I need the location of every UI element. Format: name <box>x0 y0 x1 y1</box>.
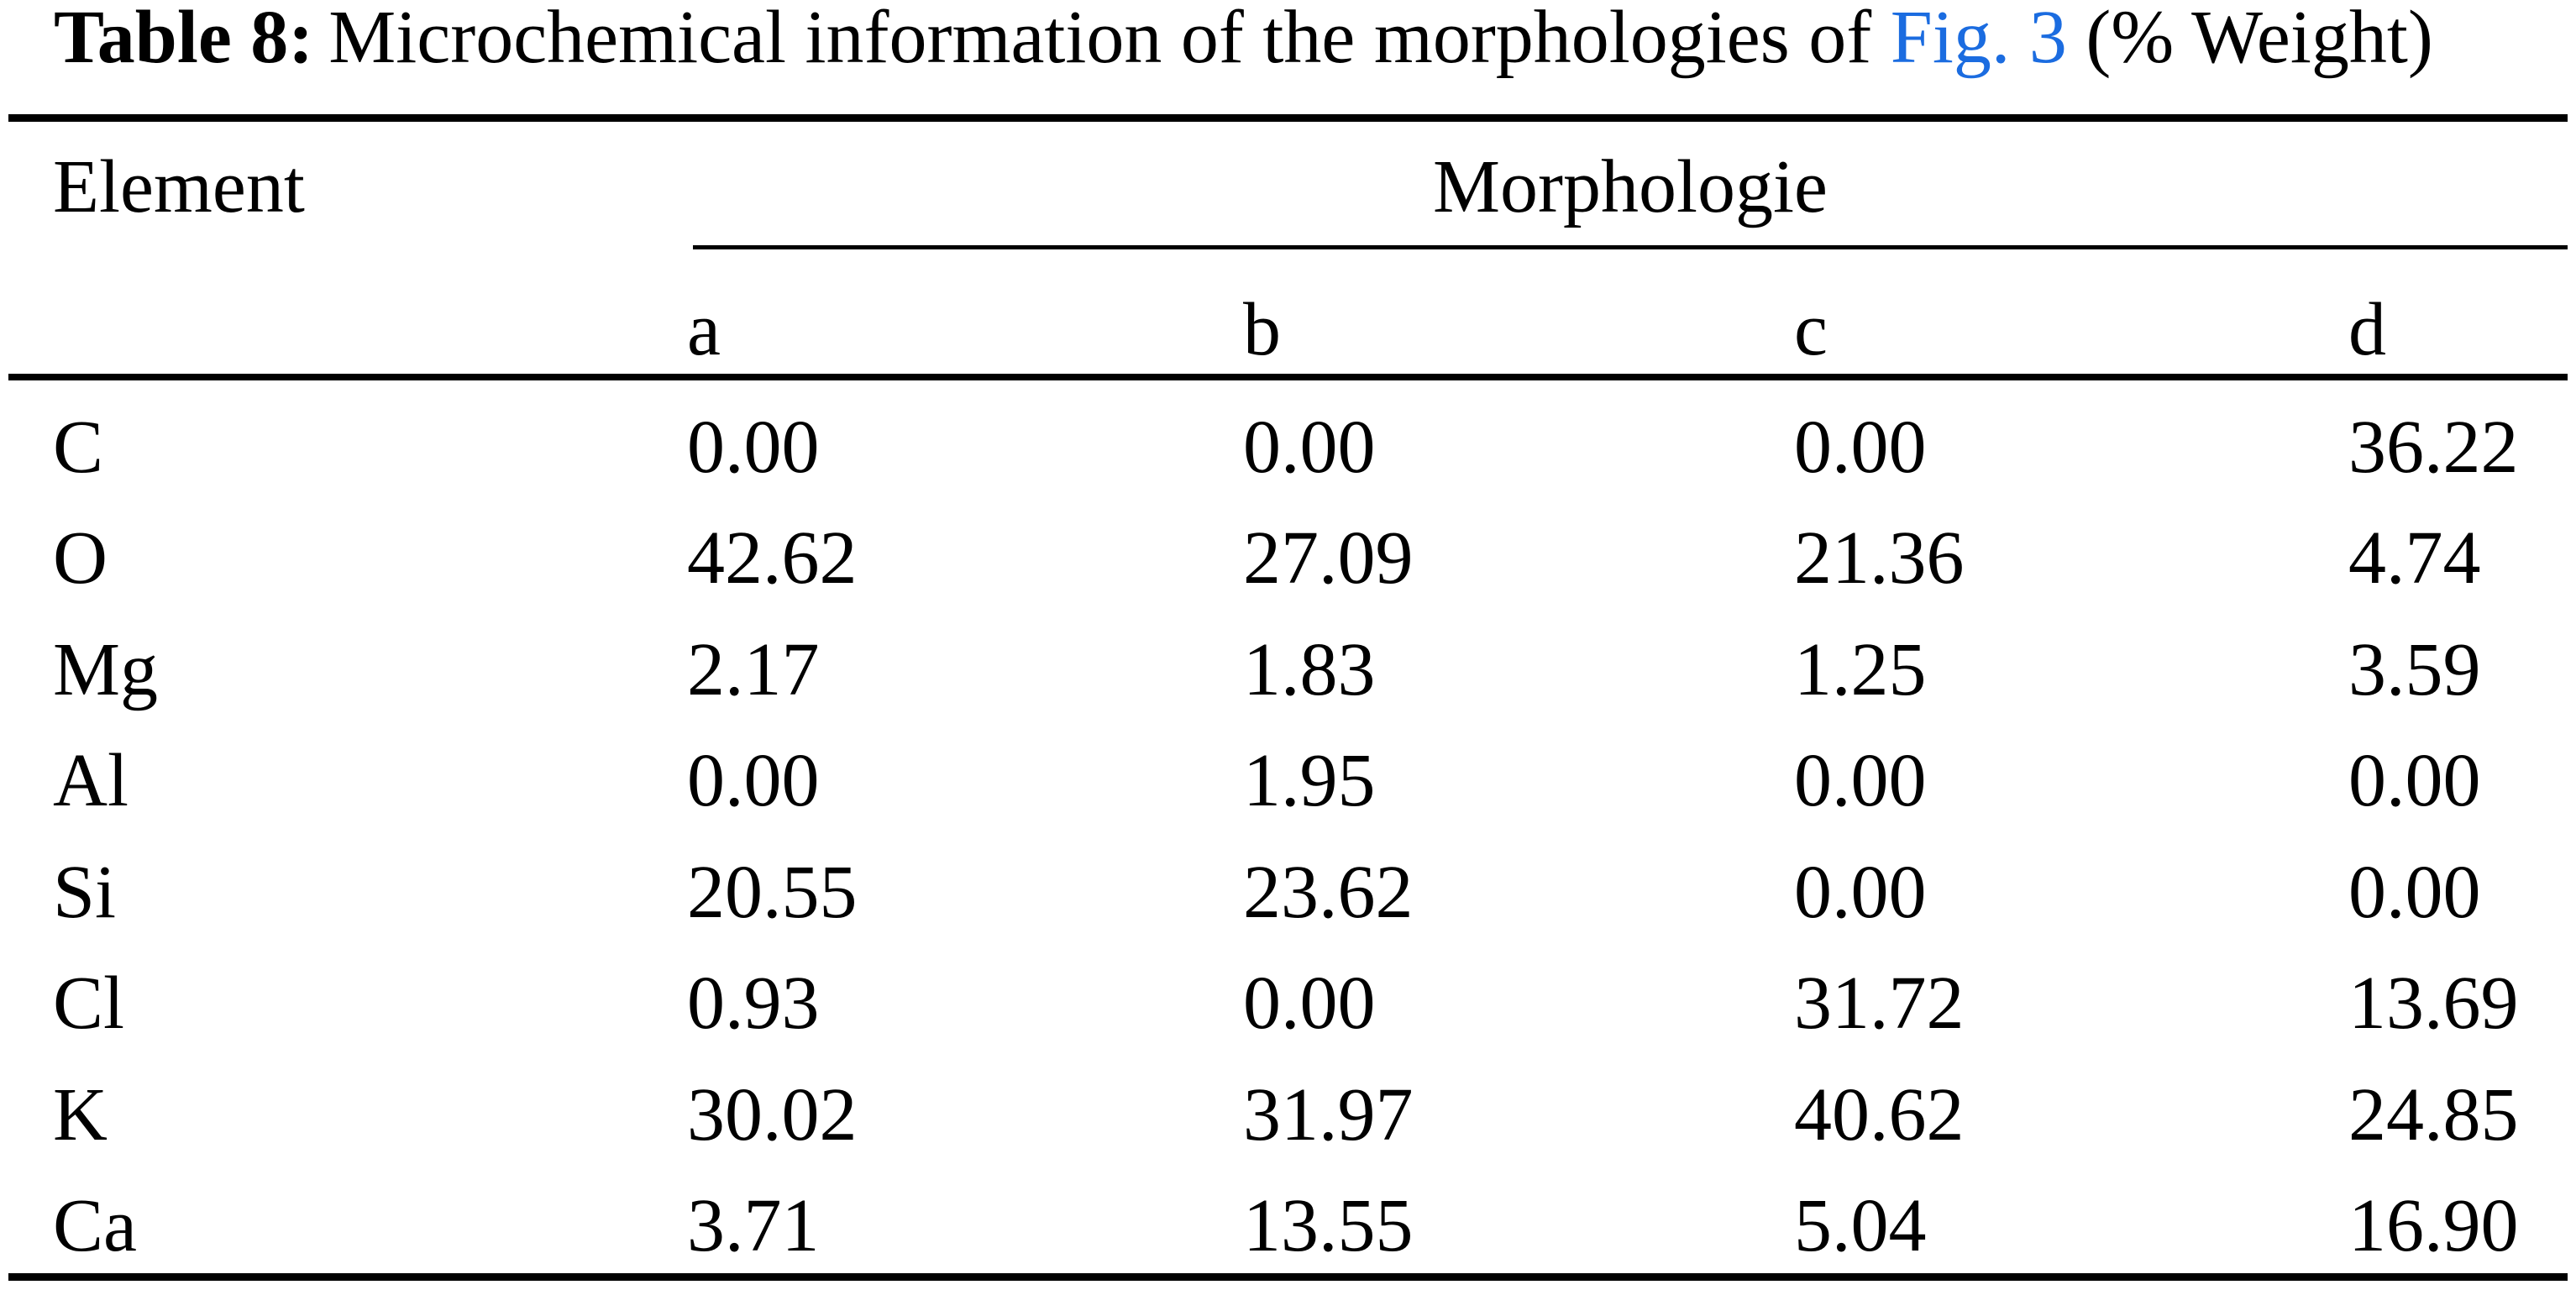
value-cell: 0.00 <box>2348 739 2481 822</box>
value-cell: 42.62 <box>687 517 858 600</box>
value-cell: 0.00 <box>2348 851 2481 934</box>
element-cell: C <box>53 406 104 489</box>
table-row: Al 0.00 1.95 0.00 0.00 <box>0 743 2576 827</box>
value-cell: 13.55 <box>1243 1184 1414 1267</box>
value-cell: 23.62 <box>1243 851 1414 934</box>
value-cell: 1.25 <box>1794 628 1927 711</box>
value-cell: 5.04 <box>1794 1184 1927 1267</box>
table-header-row-subcolumns: a b c d <box>0 292 2576 376</box>
value-cell: 0.00 <box>1794 406 1927 489</box>
table-top-rule <box>8 114 2568 122</box>
value-cell: 27.09 <box>1243 517 1414 600</box>
table-row: Ca 3.71 13.55 5.04 16.90 <box>0 1188 2576 1272</box>
morphologie-group-rule <box>693 245 2568 249</box>
element-cell: K <box>53 1073 108 1156</box>
table-row: Si 20.55 23.62 0.00 0.00 <box>0 855 2576 939</box>
table-row: Mg 2.17 1.83 1.25 3.59 <box>0 632 2576 716</box>
value-cell: 40.62 <box>1794 1073 1965 1156</box>
value-cell: 13.69 <box>2348 962 2519 1045</box>
table-caption: Table 8: Microchemical information of the… <box>54 0 2565 76</box>
value-cell: 36.22 <box>2348 406 2519 489</box>
value-cell: 3.59 <box>2348 628 2481 711</box>
element-cell: Cl <box>53 962 125 1045</box>
table-row: C 0.00 0.00 0.00 36.22 <box>0 410 2576 494</box>
value-cell: 1.95 <box>1243 739 1376 822</box>
element-cell: Mg <box>53 628 159 711</box>
column-header-d: d <box>2348 288 2386 371</box>
table-caption-suffix: (% Weight) <box>2085 0 2433 79</box>
value-cell: 16.90 <box>2348 1184 2519 1267</box>
figure-3-link[interactable]: Fig. 3 <box>1890 0 2067 79</box>
value-cell: 0.93 <box>687 962 820 1045</box>
value-cell: 21.36 <box>1794 517 1965 600</box>
column-header-a: a <box>687 288 721 371</box>
table-header-rule <box>8 374 2568 380</box>
value-cell: 0.00 <box>687 739 820 822</box>
table-bottom-rule <box>8 1273 2568 1281</box>
value-cell: 4.74 <box>2348 517 2481 600</box>
value-cell: 31.97 <box>1243 1073 1414 1156</box>
value-cell: 0.00 <box>1243 406 1376 489</box>
value-cell: 24.85 <box>2348 1073 2519 1156</box>
value-cell: 1.83 <box>1243 628 1376 711</box>
element-cell: Al <box>53 739 129 822</box>
table-caption-text: Microchemical information of the morphol… <box>328 0 1872 79</box>
value-cell: 0.00 <box>1243 962 1376 1045</box>
table-caption-number: Table 8: <box>54 0 314 79</box>
value-cell: 31.72 <box>1794 962 1965 1045</box>
table-row: O 42.62 27.09 21.36 4.74 <box>0 521 2576 605</box>
element-cell: O <box>53 517 108 600</box>
table-row: K 30.02 31.97 40.62 24.85 <box>0 1078 2576 1162</box>
value-cell: 2.17 <box>687 628 820 711</box>
column-group-header-morphologie: Morphologie <box>1433 145 1828 228</box>
table-header-row-groups: Element Morphologie <box>0 149 2576 233</box>
value-cell: 3.71 <box>687 1184 820 1267</box>
value-cell: 20.55 <box>687 851 858 934</box>
value-cell: 0.00 <box>687 406 820 489</box>
column-header-b: b <box>1243 288 1281 371</box>
column-header-c: c <box>1794 288 1828 371</box>
element-cell: Si <box>53 851 117 934</box>
column-header-element: Element <box>53 145 305 228</box>
value-cell: 0.00 <box>1794 739 1927 822</box>
value-cell: 0.00 <box>1794 851 1927 934</box>
element-cell: Ca <box>53 1184 137 1267</box>
table-row: Cl 0.93 0.00 31.72 13.69 <box>0 966 2576 1050</box>
value-cell: 30.02 <box>687 1073 858 1156</box>
